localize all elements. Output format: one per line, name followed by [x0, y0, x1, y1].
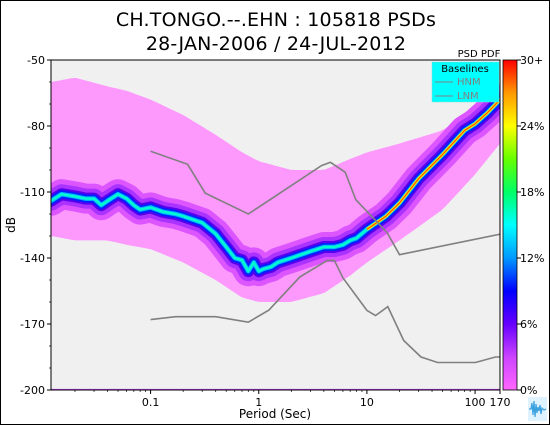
y-tick-label: -80 [27, 120, 45, 133]
y-tick-label: -50 [27, 54, 45, 67]
x-tick-label: 100 [465, 396, 486, 409]
x-axis: 0.1 1 10 100 170 [74, 390, 511, 409]
x-tick-label: 170 [490, 396, 511, 409]
colorbar [502, 59, 518, 391]
y-axis-label: dB [4, 217, 18, 233]
y-tick-label: -200 [20, 384, 45, 397]
legend-entry-hnm: HNM [457, 77, 481, 88]
baseline-lnm [150, 259, 500, 364]
y-tick-label: -110 [20, 186, 45, 199]
y-tick-label: -170 [20, 318, 45, 331]
legend-entry-lnm: LNM [457, 91, 479, 102]
waveform-logo [528, 397, 547, 421]
psd-pdf-heatmap [51, 77, 500, 390]
colorbar-tick-label: 18% [520, 186, 544, 199]
baseline-hnm [150, 150, 500, 256]
pdf-floor-strip [51, 388, 500, 390]
pdf-layer-long-period-core [366, 99, 500, 230]
chart-title: CH.TONGO.--.EHN : 105818 PSDs [115, 9, 437, 31]
colorbar-label: PSD PDF [458, 49, 501, 60]
plot-border [50, 59, 501, 391]
x-axis-label: Period (Sec) [239, 407, 311, 421]
y-axis: -50 -80 -110 -140 -170 -200 [20, 54, 51, 397]
x-tick-label: 10 [360, 396, 374, 409]
colorbar-tick-label: 12% [520, 252, 544, 265]
colorbar-tick-label: 6% [520, 318, 537, 331]
colorbar-tick-label: 24% [520, 120, 544, 133]
pdf-spread-band [51, 77, 500, 303]
legend: Baselines HNM LNM [431, 61, 500, 103]
baseline-curves [150, 150, 500, 364]
chart-subtitle: 28-JAN-2006 / 24-JUL-2012 [145, 33, 407, 55]
x-tick-label: 0.1 [142, 396, 160, 409]
colorbar-tick-label: 0% [520, 384, 537, 397]
y-tick-label: -140 [20, 252, 45, 265]
legend-title: Baselines [441, 64, 489, 75]
colorbar-ticks: 0% 6% 12% 18% 24% 30+ [517, 54, 544, 397]
colorbar-tick-label: 30+ [520, 54, 543, 67]
x-tick-label: 1 [255, 396, 262, 409]
